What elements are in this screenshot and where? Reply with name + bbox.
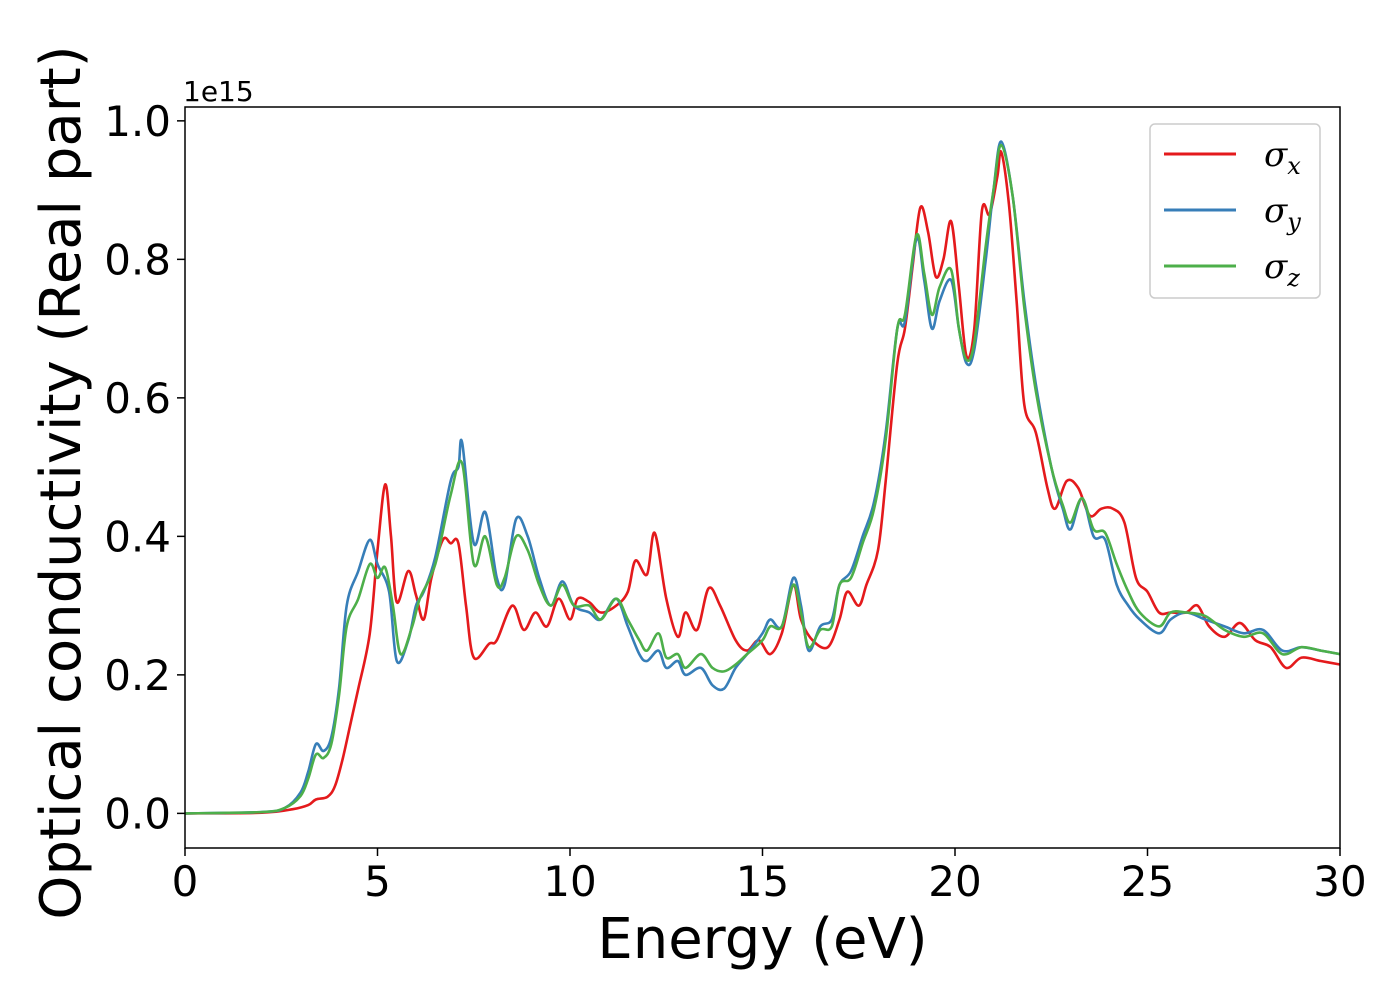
legend: σx σy σz	[1149, 123, 1321, 299]
y-tick-label: 0.4	[104, 512, 171, 561]
y-tick-label: 0.8	[104, 235, 171, 284]
x-tick-label: 5	[364, 857, 391, 906]
x-tick-label: 20	[928, 857, 981, 906]
y-tick-label: 0.0	[104, 789, 171, 838]
y-tick-label: 0.2	[104, 651, 171, 700]
x-tick-label: 15	[736, 857, 789, 906]
series-layer	[184, 140, 1341, 815]
y-tick-label: 0.6	[104, 374, 171, 423]
series-line-z	[184, 143, 1341, 815]
y-axis-label: Optical conductivity (Real part)	[29, 45, 94, 919]
x-tick-label: 30	[1313, 857, 1366, 906]
x-tick-label: 0	[172, 857, 199, 906]
legend-label-y: σy	[1264, 191, 1301, 236]
x-tick-label: 10	[543, 857, 596, 906]
x-axis-label: Energy (eV)	[597, 907, 927, 972]
x-tick-label: 25	[1121, 857, 1174, 906]
legend-label-x: σx	[1264, 135, 1301, 180]
ticks-layer: 0 5 10 15 20 25 30 0.0 0.2 0.4 0.6 0.8 1.0	[104, 97, 1367, 906]
y-offset-label: 1e15	[183, 75, 254, 108]
y-tick-label: 1.0	[104, 97, 171, 146]
legend-label-z: σz	[1264, 247, 1300, 292]
